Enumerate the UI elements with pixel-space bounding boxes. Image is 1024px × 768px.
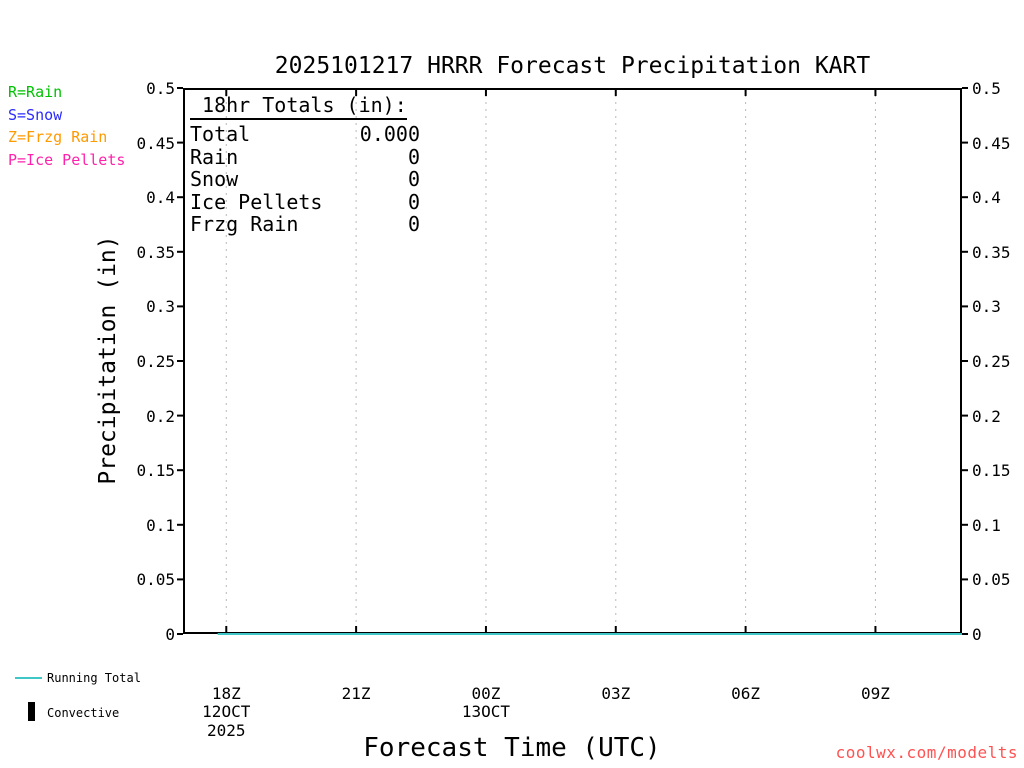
totals-row-label: Frzg Rain bbox=[190, 212, 299, 236]
ytick-label: 0 bbox=[165, 625, 175, 644]
ytick-label: 0.25 bbox=[136, 352, 175, 371]
totals-row-value: 0 bbox=[407, 212, 420, 236]
totals-row-value: 0 bbox=[407, 167, 420, 191]
watermark: coolwx.com/modelts bbox=[835, 743, 1018, 762]
ytick-label: 0.05 bbox=[972, 570, 1011, 590]
plot-svg bbox=[177, 87, 968, 635]
ytick-label: 0.3 bbox=[972, 297, 1001, 317]
ytick-label: 0.45 bbox=[972, 133, 1011, 153]
totals-row-label: Ice Pellets bbox=[190, 189, 323, 214]
xtick-label: 21Z bbox=[341, 684, 371, 703]
ytick-label: 0.15 bbox=[972, 461, 1011, 481]
plot-area: 18hr Totals (in): Total 0.000 Rain 0 Snow 0 Ic… bbox=[177, 87, 968, 635]
totals-row: Frzg Rain 0 bbox=[190, 213, 420, 236]
totals-row-value: 0 bbox=[407, 144, 420, 169]
convective-swatch bbox=[28, 702, 35, 721]
totals-row-label: Rain bbox=[190, 144, 239, 169]
ytick-label: 0.4 bbox=[146, 188, 175, 208]
xtick-sublabel: 2025 bbox=[207, 721, 246, 740]
totals-row: Snow 0 bbox=[190, 168, 420, 191]
ytick-label: 0.1 bbox=[972, 515, 1001, 535]
ytick-label: 0.5 bbox=[146, 79, 175, 98]
ytick-label: 0.4 bbox=[972, 188, 1001, 208]
totals-row-value: 0 bbox=[407, 189, 420, 214]
xtick-label: 06Z bbox=[731, 684, 761, 703]
x-axis-label: Forecast Time (UTC) bbox=[363, 733, 661, 763]
ytick-label: 0.35 bbox=[972, 242, 1011, 262]
ytick-label: 0 bbox=[972, 625, 982, 644]
ytick-label: 0.45 bbox=[136, 133, 175, 153]
ytick-label: 0.2 bbox=[972, 406, 1001, 426]
totals-row-value: 0.000 bbox=[359, 122, 420, 146]
totals-row: Ice Pellets 0 bbox=[190, 189, 420, 214]
ytick-label: 0.05 bbox=[136, 570, 175, 590]
running-total-label: Running Total bbox=[47, 671, 141, 685]
convective-label: Convective bbox=[47, 706, 120, 720]
legend-item: P=Ice Pellets bbox=[8, 150, 126, 169]
totals-row-label: Total bbox=[190, 122, 251, 146]
ytick-label: 0.15 bbox=[136, 461, 175, 481]
xtick-label: 03Z bbox=[601, 684, 631, 703]
xtick-label: 00Z bbox=[471, 684, 501, 703]
ytick-label: 0.1 bbox=[146, 515, 175, 535]
ytick-label: 0.25 bbox=[972, 352, 1011, 371]
xtick-sublabel: 12OCT bbox=[202, 702, 251, 721]
running-total-swatch bbox=[15, 677, 42, 679]
ytick-label: 0.5 bbox=[972, 79, 1001, 98]
totals-box: 18hr Totals (in): Total 0.000 Rain 0 Snow 0 Ic… bbox=[190, 93, 420, 236]
chart-title: 2025101217 HRRR Forecast Precipitation K… bbox=[274, 53, 871, 79]
legend-item: S=Snow bbox=[8, 105, 63, 124]
xtick-label: 09Z bbox=[860, 684, 890, 703]
totals-row: Total 0.000 bbox=[190, 123, 420, 146]
xtick-label: 18Z bbox=[211, 684, 241, 703]
legend-item: R=Rain bbox=[8, 83, 63, 101]
precip-type-legend: R=Rain S=Snow Z=Frzg Rain P=Ice Pellets bbox=[8, 81, 125, 171]
ytick-label: 0.3 bbox=[146, 297, 175, 317]
totals-row-label: Snow bbox=[190, 167, 239, 191]
legend-item: Z=Frzg Rain bbox=[8, 128, 108, 146]
ytick-label: 0.2 bbox=[146, 406, 175, 426]
xtick-sublabel: 13OCT bbox=[461, 702, 511, 721]
totals-row: Rain 0 bbox=[190, 144, 420, 169]
totals-rows: Total 0.000 Rain 0 Snow 0 Ice Pellets 0 Frzg Rai… bbox=[190, 123, 420, 236]
ytick-label: 0.35 bbox=[136, 242, 175, 262]
totals-heading: 18hr Totals (in): bbox=[190, 93, 407, 120]
